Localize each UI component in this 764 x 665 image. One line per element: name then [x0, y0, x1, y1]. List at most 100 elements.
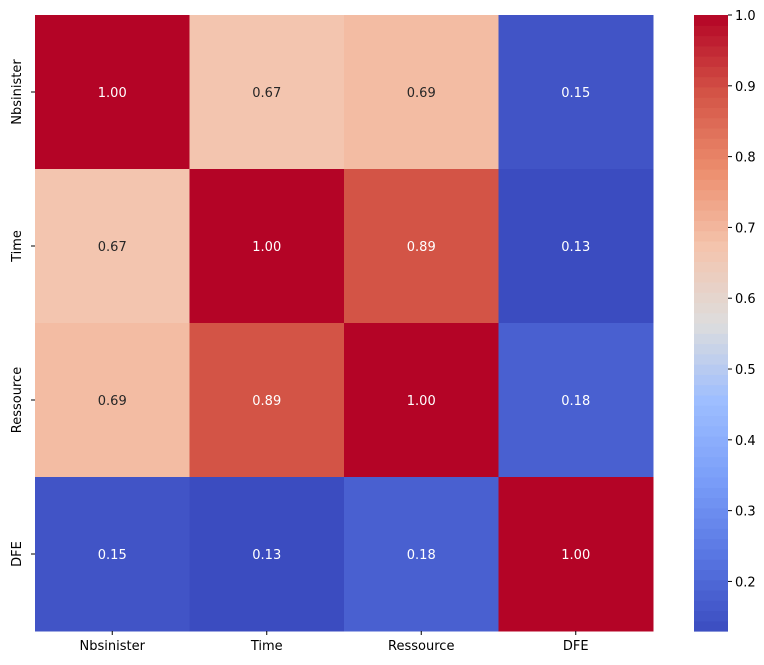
colorbar-segment [694, 281, 728, 293]
colorbar-tick-label: 0.3 [735, 505, 756, 520]
colorbar-segment [694, 15, 728, 26]
colorbar-segment [694, 76, 728, 88]
cell-value-label: 0.67 [98, 240, 127, 255]
colorbar-tick-label: 0.9 [735, 80, 756, 95]
cell-value-label: 1.00 [561, 548, 590, 563]
cell-value-label: 0.89 [407, 240, 436, 255]
heatmap-cell [344, 169, 499, 324]
y-tick-label: Nbsinister [10, 59, 25, 125]
colorbar-segment [694, 425, 728, 437]
y-tick-label: DFE [10, 541, 25, 567]
y-tick-label: Ressource [10, 367, 25, 433]
x-tick-label: Ressource [388, 639, 454, 654]
y-tick-label: Time [10, 230, 25, 263]
colorbar-segment [694, 45, 728, 57]
cell-value-label: 0.89 [252, 394, 281, 409]
colorbar-segment [694, 158, 728, 170]
colorbar-segment [694, 138, 728, 150]
x-tick-label: Time [250, 639, 283, 654]
colorbar-segment [694, 507, 728, 519]
cell-value-label: 1.00 [98, 86, 127, 101]
colorbar-segment [694, 559, 728, 570]
colorbar-segment [694, 589, 728, 601]
colorbar-segment [694, 35, 728, 47]
heatmap-cell [35, 169, 190, 324]
colorbar-segment [694, 240, 728, 252]
colorbar-segment [694, 210, 728, 221]
colorbar-segment [694, 199, 728, 211]
colorbar-segment [694, 394, 728, 406]
heatmap-cell [189, 477, 345, 632]
cell-value-label: 1.00 [252, 240, 281, 255]
colorbar-segment [694, 374, 728, 386]
colorbar-segment [694, 528, 728, 540]
colorbar-segment [694, 343, 728, 355]
heatmap-cells [35, 15, 654, 632]
colorbar-segment [694, 487, 728, 499]
y-axis-ticks: Nbsinister Time Ressource DFE [10, 59, 35, 567]
colorbar-tick-label: 0.4 [735, 434, 756, 449]
colorbar-segment [694, 261, 728, 273]
cell-value-label: 0.18 [407, 548, 436, 563]
x-tick-label: Nbsinister [80, 639, 146, 654]
heatmap-cell [344, 15, 499, 170]
colorbar-segment [694, 538, 728, 550]
x-axis-ticks: Nbsinister Time Ressource DFE [80, 631, 589, 654]
colorbar-segment [694, 189, 728, 201]
cell-value-label: 0.15 [98, 548, 127, 563]
colorbar-segment [694, 497, 728, 509]
colorbar-segment [694, 569, 728, 581]
colorbar-tick-label: 0.5 [735, 363, 756, 378]
colorbar-segment [694, 97, 728, 108]
colorbar-segment [694, 230, 728, 242]
heatmap-cell [35, 477, 190, 632]
heatmap-cell-labels: 1.00 0.67 0.69 0.15 0.67 1.00 0.89 0.13 0.69 0.89… [98, 86, 590, 563]
colorbar-segment [694, 117, 728, 129]
heatmap-cell [498, 169, 654, 324]
x-tick-label: DFE [563, 639, 589, 654]
colorbar-segment [694, 323, 728, 334]
heatmap-cell [35, 323, 190, 478]
colorbar-segment [694, 579, 728, 591]
colorbar-segment [694, 466, 728, 478]
colorbar-segment [694, 271, 728, 283]
colorbar-segment [694, 56, 728, 67]
colorbar-segment [694, 169, 728, 180]
colorbar-segment [694, 446, 728, 458]
colorbar-segment [694, 86, 728, 98]
colorbar-segment [694, 415, 728, 427]
colorbar-segment [694, 620, 728, 632]
colorbar-segment [694, 435, 728, 447]
cell-value-label: 0.13 [561, 240, 590, 255]
cell-value-label: 0.13 [252, 548, 281, 563]
heatmap-cell [189, 15, 345, 170]
colorbar-segment [694, 600, 728, 612]
colorbar-segment [694, 364, 728, 375]
heatmap-cell [189, 323, 345, 478]
heatmap-cell [344, 477, 499, 632]
colorbar-segment [694, 127, 728, 139]
heatmap-cell [498, 477, 654, 632]
colorbar-segment [694, 353, 728, 365]
colorbar-tick-label: 0.8 [735, 151, 756, 166]
colorbar-segment [694, 312, 728, 324]
colorbar-segment [694, 302, 728, 314]
cell-value-label: 0.15 [561, 86, 590, 101]
colorbar-segment [694, 179, 728, 191]
colorbar: 0.2 0.3 0.4 0.5 0.6 0.7 0.8 0.9 1.0 [694, 9, 756, 632]
heatmap-cell [35, 15, 190, 170]
colorbar-tick-label: 0.6 [735, 292, 756, 307]
colorbar-segment [694, 477, 728, 488]
colorbar-tick-label: 0.7 [735, 221, 756, 236]
colorbar-segment [694, 333, 728, 345]
colorbar-segment [694, 148, 728, 160]
heatmap-cell [189, 169, 345, 324]
heatmap-cell [344, 323, 499, 478]
cell-value-label: 0.69 [98, 394, 127, 409]
colorbar-segment [694, 251, 728, 262]
colorbar-segment [694, 220, 728, 232]
cell-value-label: 0.69 [407, 86, 436, 101]
cell-value-label: 0.18 [561, 394, 590, 409]
cell-value-label: 0.67 [252, 86, 281, 101]
